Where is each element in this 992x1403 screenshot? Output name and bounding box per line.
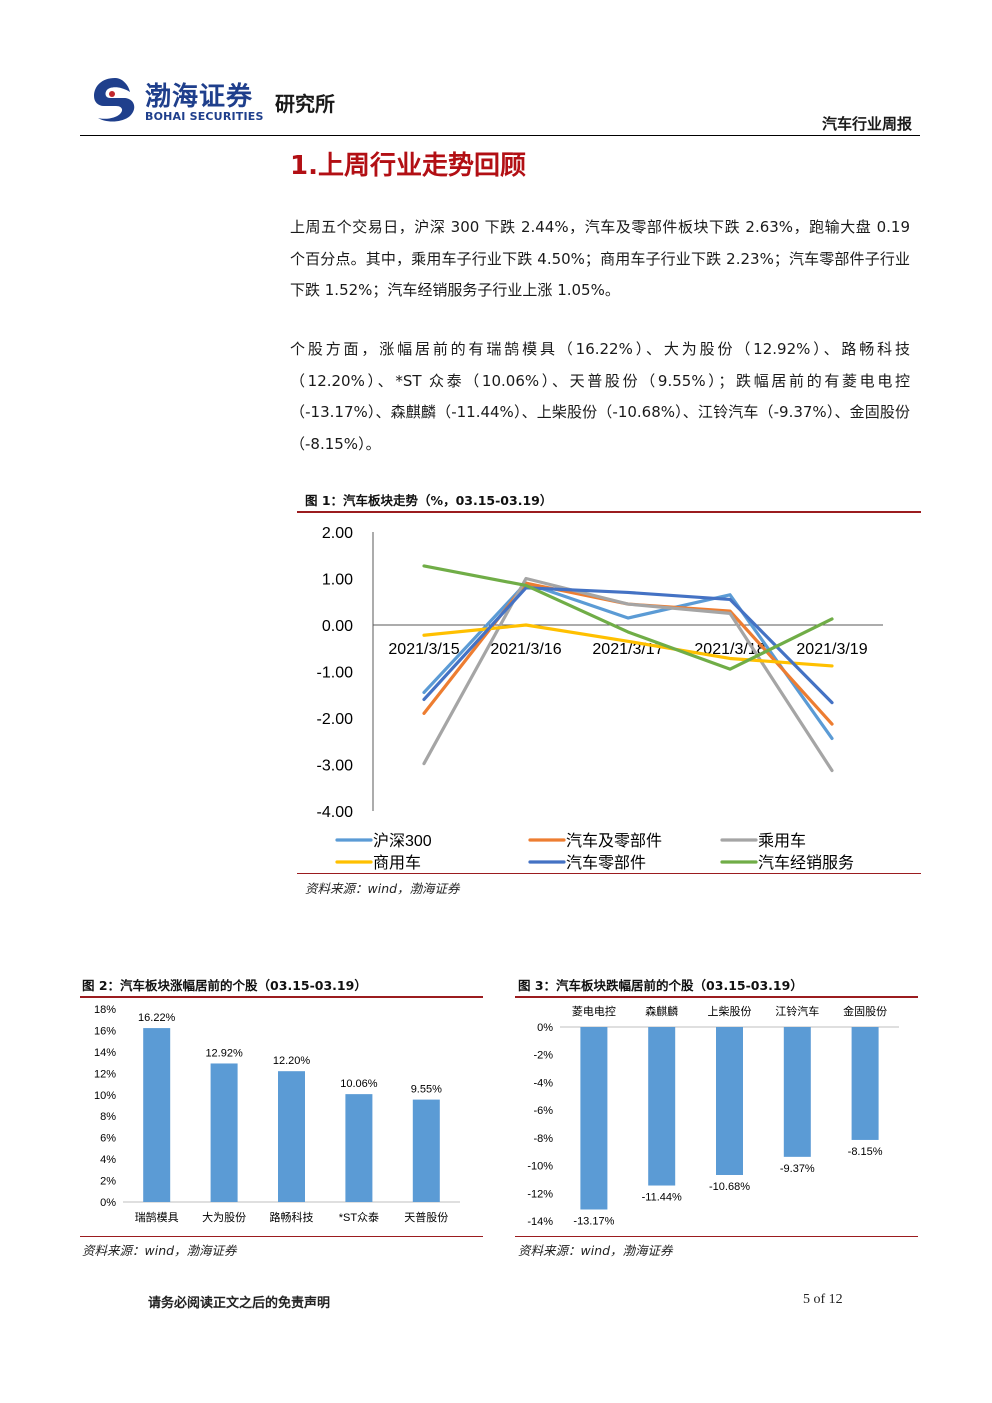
figure-1-source: 资料来源：wind，渤海证券 <box>305 881 460 896</box>
bar <box>580 1027 608 1210</box>
figure-2-source: 资料来源：wind，渤海证券 <box>82 1243 237 1258</box>
y-tick-label: 8% <box>100 1111 116 1123</box>
y-tick-label: -4.00 <box>317 804 354 821</box>
category-label: 金固股份 <box>843 1004 887 1018</box>
x-tick-label: 2021/3/19 <box>796 641 867 658</box>
bar <box>143 1028 171 1202</box>
figure-2-title: 图 2：汽车板块涨幅居前的个股（03.15-03.19） <box>82 978 367 993</box>
figure-2-bottom-rule <box>80 1236 483 1237</box>
category-label: 大为股份 <box>202 1210 246 1224</box>
series-line-3 <box>422 576 834 773</box>
brand-name-en: BOHAI SECURITIES <box>145 110 264 123</box>
y-tick-label: -8% <box>533 1133 553 1145</box>
y-tick-label: -10% <box>527 1161 553 1173</box>
x-tick-label: 2021/3/17 <box>592 641 663 658</box>
bar <box>345 1094 373 1202</box>
institute-name: 研究所 <box>275 92 335 116</box>
top-gainers-bar-chart: 18% 16% 14% 12% 10% 8% 6% 4% 2% 0% 16.22% 瑞鹄模具 12.92… <box>94 1004 460 1224</box>
data-label: -11.44% <box>642 1192 682 1204</box>
data-label: -10.68% <box>709 1181 750 1193</box>
bohai-logo-icon <box>94 78 135 122</box>
data-label: 10.06% <box>340 1078 378 1090</box>
category-label: *ST众泰 <box>339 1210 379 1224</box>
figure-3-top-rule <box>515 996 918 998</box>
figure-3-source: 资料来源：wind，渤海证券 <box>518 1243 673 1258</box>
legend-label: 汽车零部件 <box>566 854 646 872</box>
brand-name-cn: 渤海证券 <box>145 82 254 112</box>
y-tick-label: -4% <box>533 1077 553 1089</box>
category-label: 森麒麟 <box>645 1004 678 1018</box>
data-label: -9.37% <box>780 1163 815 1175</box>
y-tick-label: 0.00 <box>322 618 353 635</box>
y-tick-label: -14% <box>527 1216 553 1228</box>
figure-1-top-rule <box>297 511 921 513</box>
top-losers-bar-chart: 0% -2% -4% -6% -8% -10% -12% -14% -13.17% 菱电电控 -11… <box>527 1004 899 1228</box>
sector-trend-line-chart: 2.00 1.00 0.00 -1.00 -2.00 -3.00 -4.00 2021/3/1… <box>317 525 883 872</box>
y-tick-label: -1.00 <box>317 665 354 682</box>
series-line-5 <box>422 586 834 705</box>
legend-label: 汽车及零部件 <box>566 832 662 850</box>
category-label: 上柴股份 <box>708 1004 752 1018</box>
paragraph-stock-review: 个股方面，涨幅居前的有瑞鹄模具（16.22%）、大为股份（12.92%）、路畅科… <box>290 340 910 453</box>
y-tick-label: -2.00 <box>317 711 354 728</box>
y-tick-label: 14% <box>94 1047 116 1059</box>
figure-1-bottom-rule <box>297 873 921 874</box>
header-divider <box>80 135 920 136</box>
bar <box>278 1071 305 1202</box>
data-label: -8.15% <box>848 1146 883 1158</box>
data-label: 12.20% <box>273 1055 311 1067</box>
series-line-1 <box>422 581 834 741</box>
x-tick-label: 2021/3/15 <box>388 641 459 658</box>
legend-label: 商用车 <box>373 854 421 872</box>
legend-label: 沪深300 <box>373 832 432 850</box>
bar <box>412 1099 440 1202</box>
footer-disclaimer: 请务必阅读正文之后的免责声明 <box>148 1296 331 1311</box>
y-tick-label: 2% <box>100 1176 116 1188</box>
y-tick-label: 10% <box>94 1090 116 1102</box>
y-tick-label: -3.00 <box>317 758 354 775</box>
page-number: 5 of 12 <box>803 1292 843 1307</box>
y-tick-label: 0% <box>100 1197 116 1209</box>
bar <box>648 1027 676 1186</box>
paragraph-market-review: 上周五个交易日，沪深 300 下跌 2.44%，汽车及零部件板块下跌 2.63%… <box>290 218 910 299</box>
y-tick-label: 18% <box>94 1004 116 1016</box>
category-label: 路畅科技 <box>270 1210 314 1224</box>
figure-3-title: 图 3：汽车板块跌幅居前的个股（03.15-03.19） <box>518 978 803 993</box>
section-title: 1.上周行业走势回顾 <box>290 151 526 181</box>
category-label: 瑞鹄模具 <box>135 1210 179 1224</box>
bar <box>783 1027 811 1157</box>
bar <box>210 1063 238 1202</box>
y-tick-label: 16% <box>94 1025 116 1037</box>
y-tick-label: -2% <box>533 1050 553 1062</box>
x-tick-label: 2021/3/18 <box>694 641 765 658</box>
data-label: 12.92% <box>205 1047 243 1059</box>
series-line-4 <box>422 623 834 668</box>
y-tick-label: 2.00 <box>322 525 353 542</box>
y-tick-label: -6% <box>533 1105 553 1117</box>
legend-label: 乘用车 <box>758 832 806 850</box>
data-label: -13.17% <box>573 1215 614 1227</box>
category-label: 菱电电控 <box>572 1004 616 1018</box>
x-tick-label: 2021/3/16 <box>490 641 561 658</box>
bar <box>851 1027 879 1140</box>
category-label: 江铃汽车 <box>775 1004 819 1018</box>
category-label: 天普股份 <box>404 1210 448 1224</box>
data-label: 9.55% <box>411 1084 442 1096</box>
bar <box>716 1027 743 1175</box>
y-tick-label: 12% <box>94 1068 116 1080</box>
legend-label: 汽车经销服务 <box>758 854 854 872</box>
y-tick-label: 6% <box>100 1133 116 1145</box>
y-tick-label: 1.00 <box>322 572 353 589</box>
y-tick-label: 4% <box>100 1154 116 1166</box>
y-tick-label: 0% <box>537 1022 553 1034</box>
figure-3-bottom-rule <box>515 1236 918 1237</box>
figure-1-title: 图 1：汽车板块走势（%，03.15-03.19） <box>305 493 553 508</box>
report-type: 汽车行业周报 <box>821 115 912 133</box>
y-tick-label: -12% <box>527 1188 553 1200</box>
data-label: 16.22% <box>138 1012 176 1024</box>
series-line-6 <box>422 564 834 671</box>
figure-2-top-rule <box>80 996 483 998</box>
